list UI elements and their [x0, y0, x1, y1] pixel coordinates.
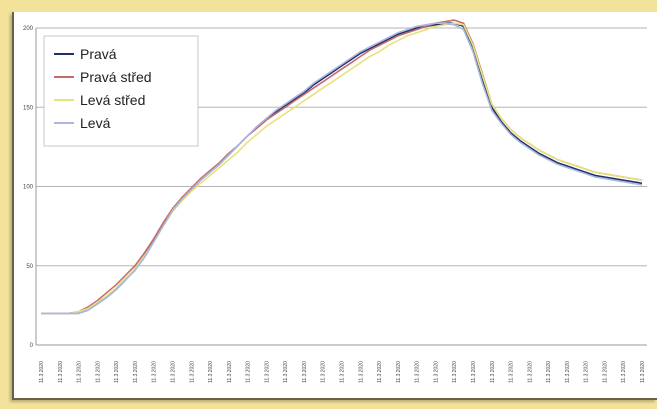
legend-label: Levá [80, 115, 111, 131]
series-lines [41, 19, 643, 315]
x-tick-label: 11.3.2020 [227, 361, 233, 383]
x-tick-label: 11.3.2020 [452, 361, 458, 383]
x-tick-label: 11.3.2020 [471, 361, 477, 383]
x-tick-label: 11.3.2020 [415, 361, 421, 383]
legend-label: Pravá střed [80, 69, 152, 85]
x-tick-label: 11.3.2020 [509, 361, 515, 383]
x-axis-ticks: 11.3.2020 11.3.2020 11.3.2020 11.3.2020 11.3… [39, 361, 646, 383]
x-tick-label: 11.3.2020 [58, 361, 64, 383]
y-tick-label: 200 [23, 26, 34, 32]
x-tick-label: 11.3.2020 [602, 361, 608, 383]
x-tick-label: 11.3.2020 [490, 361, 496, 383]
legend-label: Pravá [80, 46, 117, 62]
x-tick-label: 11.3.2020 [246, 361, 252, 383]
x-tick-label: 11.3.2020 [377, 361, 383, 383]
x-tick-label: 11.3.2020 [433, 361, 439, 383]
y-tick-label: 50 [26, 264, 33, 270]
x-tick-label: 11.3.2020 [640, 361, 646, 383]
x-tick-label: 11.3.2020 [565, 361, 571, 383]
y-tick-label: 0 [30, 343, 34, 349]
x-tick-label: 11.3.2020 [527, 361, 533, 383]
x-tick-label: 11.3.2020 [152, 361, 158, 383]
x-tick-label: 11.3.2020 [114, 361, 120, 383]
x-tick-label: 11.3.2020 [340, 361, 346, 383]
legend: Pravá Pravá střed Levá střed Levá [43, 35, 199, 147]
x-tick-label: 11.3.2020 [302, 361, 308, 383]
x-tick-label: 11.3.2020 [95, 361, 101, 383]
y-tick-label: 100 [23, 185, 34, 191]
x-tick-label: 11.3.2020 [358, 361, 364, 383]
x-tick-label: 11.3.2020 [170, 361, 176, 383]
x-tick-label: 11.3.2020 [189, 361, 195, 383]
x-tick-label: 11.3.2020 [133, 361, 139, 383]
x-tick-label: 11.3.2020 [321, 361, 327, 383]
legend-box [43, 35, 199, 147]
x-tick-label: 11.3.2020 [39, 361, 45, 383]
x-tick-label: 11.3.2020 [283, 361, 289, 383]
series-line-3 [41, 22, 643, 315]
chart-frame: 0 50 100 150 200 11.3.2020 11.3.2020 11.3.2020… [12, 12, 657, 400]
series-line-4 [41, 22, 643, 315]
x-tick-label: 11.3.2020 [396, 361, 402, 383]
legend-label: Levá střed [80, 92, 145, 108]
x-tick-label: 11.3.2020 [264, 361, 270, 383]
x-tick-label: 11.3.2020 [584, 361, 590, 383]
x-tick-label: 11.3.2020 [546, 361, 552, 383]
x-tick-label: 11.3.2020 [208, 361, 214, 383]
y-tick-label: 150 [23, 105, 34, 111]
y-axis-ticks: 0 50 100 150 200 [23, 26, 34, 349]
x-tick-label: 11.3.2020 [77, 361, 83, 383]
x-tick-label: 11.3.2020 [621, 361, 627, 383]
